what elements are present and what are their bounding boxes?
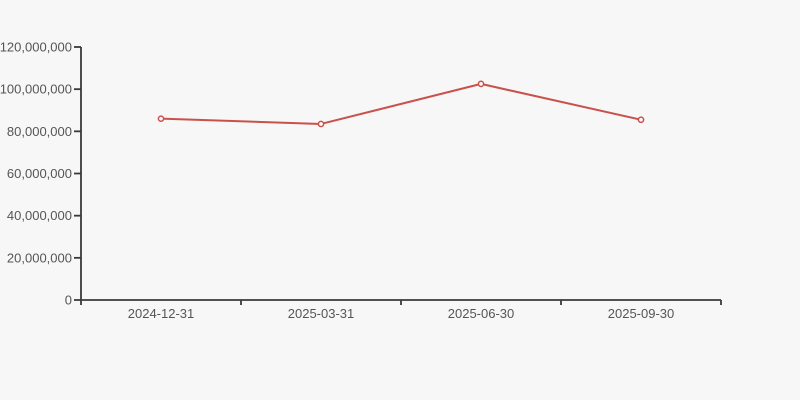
axis-lines (80, 47, 721, 301)
y-tick-label: 100,000,000 (0, 82, 72, 97)
y-tick-label: 20,000,000 (7, 250, 72, 265)
x-tick-label: 2024-12-31 (128, 306, 195, 321)
data-point-marker (317, 120, 325, 128)
data-point-marker (637, 116, 645, 124)
y-tick-label: 60,000,000 (7, 166, 72, 181)
y-tick-label: 0 (65, 293, 72, 308)
data-point-marker (157, 115, 165, 123)
x-tick-label: 2025-06-30 (448, 306, 515, 321)
series-line (160, 82, 642, 125)
y-tick-label: 40,000,000 (7, 208, 72, 223)
y-tick-label: 80,000,000 (7, 124, 72, 139)
data-point-marker (477, 80, 485, 88)
y-tick-label: 120,000,000 (0, 40, 72, 55)
x-tick-label: 2025-03-31 (288, 306, 355, 321)
x-tick-label: 2025-09-30 (608, 306, 675, 321)
